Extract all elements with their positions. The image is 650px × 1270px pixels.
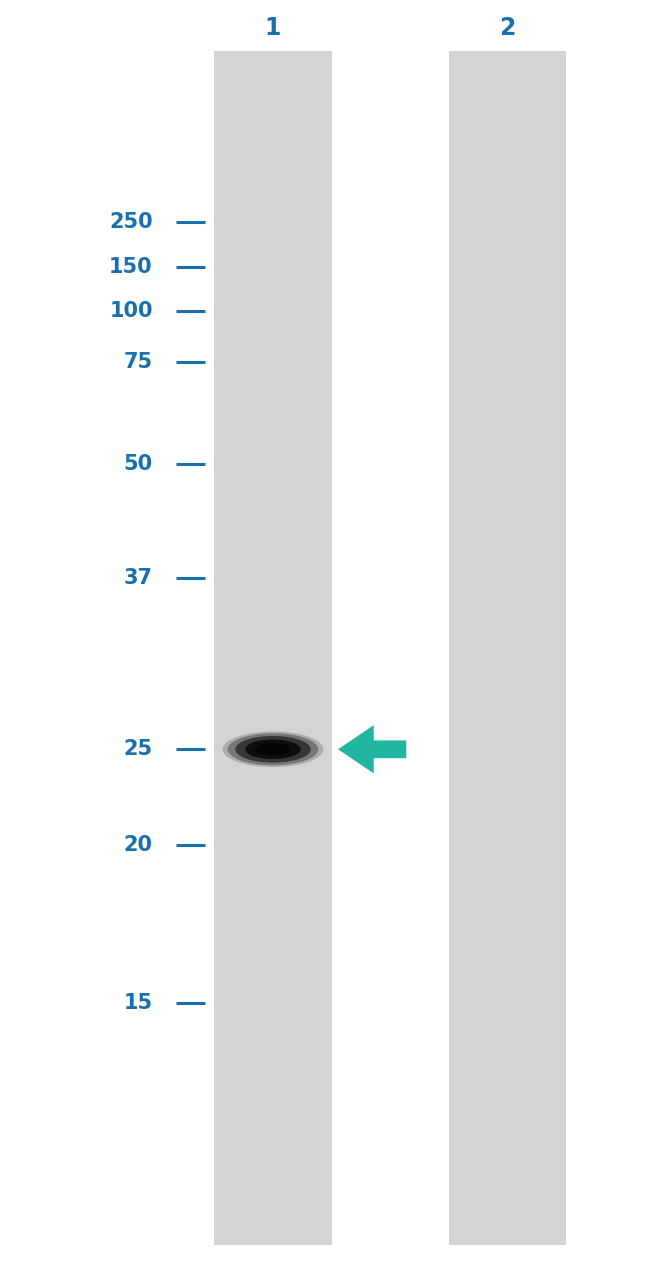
Text: 2: 2 (499, 17, 515, 39)
FancyArrow shape (338, 725, 406, 773)
Bar (214, 51, 332, 1245)
Ellipse shape (235, 735, 311, 762)
Text: 20: 20 (124, 834, 153, 855)
Ellipse shape (222, 732, 324, 767)
Text: 25: 25 (124, 739, 153, 759)
Text: 150: 150 (109, 257, 153, 277)
Text: 50: 50 (124, 453, 153, 474)
Ellipse shape (245, 739, 301, 759)
Text: 37: 37 (124, 568, 153, 588)
Text: 250: 250 (109, 212, 153, 232)
Bar (448, 51, 566, 1245)
Ellipse shape (227, 733, 318, 766)
Text: 100: 100 (109, 301, 153, 321)
Text: 75: 75 (124, 352, 153, 372)
Ellipse shape (255, 743, 291, 756)
Text: 15: 15 (124, 993, 153, 1013)
Text: 1: 1 (265, 17, 281, 39)
